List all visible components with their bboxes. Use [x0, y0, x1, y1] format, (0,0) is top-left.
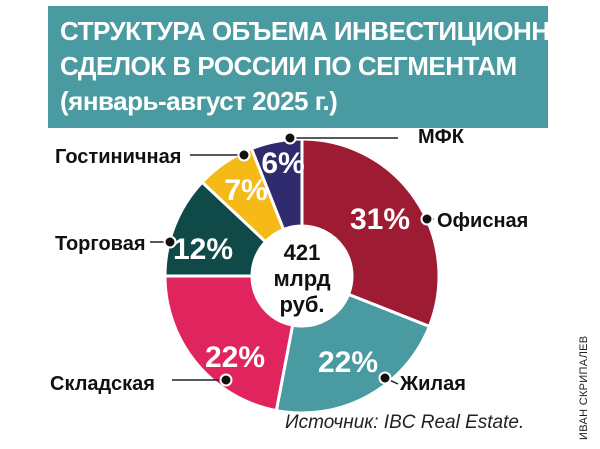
leader-dot-3 — [163, 235, 177, 249]
slice-value-label-2: 22% — [205, 341, 265, 374]
category-label-0: Офисная — [437, 210, 528, 232]
leader-dot-2 — [219, 373, 233, 387]
pie-slice-0 — [300, 137, 441, 329]
category-label-5: МФК — [418, 126, 465, 148]
leader-dot-1 — [378, 371, 392, 385]
photographer-credit: ИВАН СКРИПАЛЕВ — [578, 335, 590, 440]
center-text-1: млрд — [273, 266, 330, 291]
leader-dot-4 — [237, 148, 251, 162]
slice-value-label-4: 7% — [224, 174, 267, 207]
slice-value-label-0: 31% — [350, 203, 410, 236]
chart-title-line-2: СДЕЛОК В РОССИИ ПО СЕГМЕНТАМ — [60, 51, 517, 81]
category-label-1: Жилая — [399, 373, 466, 395]
category-label-2: Складская — [50, 373, 155, 395]
center-text-0: 421 — [284, 240, 321, 265]
title-banner: СТРУКТУРА ОБЪЕМА ИНВЕСТИЦИОННЫХ СДЕЛОК В… — [48, 6, 592, 128]
pie-slice-1 — [274, 292, 432, 415]
slice-value-label-1: 22% — [318, 346, 378, 379]
leader-dot-5 — [283, 131, 297, 145]
category-label-4: Гостиничная — [55, 146, 181, 168]
leader-dot-0 — [420, 212, 434, 226]
chart-title-line-1: СТРУКТУРА ОБЪЕМА ИНВЕСТИЦИОННЫХ — [60, 16, 592, 46]
center-text-2: руб. — [279, 292, 324, 317]
pie-slice-2 — [163, 274, 295, 413]
slice-value-label-5: 6% — [261, 147, 304, 180]
pie-slice-5 — [249, 137, 304, 232]
slice-value-label-3: 12% — [173, 233, 233, 266]
source-note: Источник: IBC Real Estate. — [285, 412, 525, 433]
category-label-3: Торговая — [55, 233, 146, 255]
chart-subtitle: (январь-август 2025 г.) — [60, 86, 338, 116]
